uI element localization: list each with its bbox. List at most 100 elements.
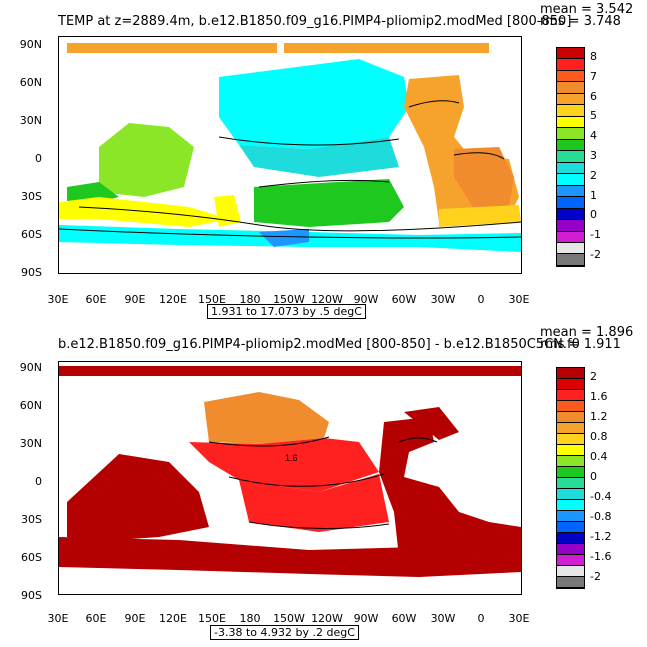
top-contour-range: 1.931 to 17.073 by .5 degC	[207, 304, 366, 319]
lon-label: 60W	[391, 612, 417, 625]
bottom-contour-range: -3.38 to 4.932 by .2 degC	[210, 625, 359, 640]
colorbar-swatch	[557, 368, 584, 379]
colorbar-swatch	[557, 139, 584, 152]
lon-label: 90E	[124, 612, 146, 625]
top-map-frame	[58, 36, 522, 274]
colorbar-swatch	[557, 456, 584, 467]
colorbar-swatch	[557, 577, 584, 588]
colorbar-swatch	[557, 489, 584, 500]
colorbar-swatch	[557, 162, 584, 175]
colorbar-label: 6	[590, 89, 597, 103]
lon-label: 30E	[508, 612, 530, 625]
colorbar-swatch	[557, 185, 584, 198]
colorbar-label: 4	[590, 129, 597, 143]
lat-label: 60S	[21, 551, 42, 564]
colorbar-swatch	[557, 412, 584, 423]
colorbar-label: 7	[590, 69, 597, 83]
bottom-rms-label: rms = 1.911	[540, 337, 621, 352]
colorbar-label: 0.8	[590, 430, 608, 443]
colorbar-swatch	[557, 82, 584, 94]
colorbar-swatch	[557, 555, 584, 566]
colorbar-swatch	[557, 401, 584, 412]
colorbar-swatch	[557, 254, 584, 266]
colorbar-swatch	[557, 208, 584, 221]
lon-label: 30E	[47, 612, 69, 625]
bottom-mean-label: mean = 1.896	[540, 325, 634, 340]
colorbar-swatch	[557, 566, 584, 577]
lon-label: 90W	[353, 293, 379, 306]
colorbar-label: -1.2	[590, 530, 612, 543]
colorbar-swatch	[557, 231, 584, 243]
lon-label: 120W	[311, 612, 343, 625]
top-mean-label: mean = 3.542	[540, 2, 634, 17]
lon-label: 150W	[273, 612, 305, 625]
colorbar-label: 1.2	[590, 410, 608, 423]
colorbar-label: 0	[590, 470, 597, 483]
lon-label: 60E	[85, 612, 107, 625]
lon-label: 120E	[159, 612, 187, 625]
lon-label: 90E	[124, 293, 146, 306]
lon-label: 30E	[47, 293, 69, 306]
lon-label: 150W	[273, 293, 305, 306]
colorbar-swatch	[557, 544, 584, 555]
colorbar-swatch	[557, 478, 584, 489]
lon-label: 30W	[430, 293, 456, 306]
colorbar-swatch	[557, 151, 584, 163]
colorbar-swatch	[557, 390, 584, 401]
colorbar-swatch	[557, 434, 584, 445]
lat-label: 30S	[21, 513, 42, 526]
bottom-map-field: 1.6	[59, 366, 521, 577]
colorbar-swatch	[557, 116, 584, 129]
colorbar-swatch	[557, 59, 584, 71]
colorbar-swatch	[557, 445, 584, 456]
lat-label: 30S	[21, 190, 42, 203]
colorbar-swatch	[557, 522, 584, 533]
colorbar-label: 0	[590, 208, 597, 222]
lon-label: 120E	[159, 293, 187, 306]
lat-label: 30N	[19, 437, 42, 450]
colorbar-swatch	[557, 533, 584, 544]
lon-label: 150E	[198, 293, 226, 306]
colorbar-swatch	[557, 48, 584, 60]
lat-label: 60S	[21, 228, 42, 241]
bottom-map-frame: 1.6	[58, 361, 522, 595]
top-map-panel: TEMP at z=2889.4m, b.e12.B1850.f09_g16.P…	[0, 0, 647, 323]
top-rms-label: rms = 3.748	[540, 14, 621, 29]
top-map-title: TEMP at z=2889.4m, b.e12.B1850.f09_g16.P…	[58, 14, 572, 29]
colorbar-swatch	[557, 242, 584, 255]
colorbar-label: 5	[590, 109, 597, 123]
colorbar-label: 8	[590, 49, 597, 63]
colorbar-swatch	[557, 105, 584, 117]
colorbar-label: 2	[590, 168, 597, 182]
lon-label: 60W	[391, 293, 417, 306]
colorbar-label: 2	[590, 370, 597, 383]
colorbar-label: 1	[590, 188, 597, 202]
colorbar-label: 3	[590, 149, 597, 162]
lon-label: 180	[239, 612, 261, 625]
colorbar-swatch	[557, 423, 584, 434]
colorbar-label: -0.8	[590, 510, 612, 523]
colorbar-label: -2	[590, 570, 601, 583]
colorbar-label: -1	[590, 228, 601, 242]
lon-label: 90W	[353, 612, 379, 625]
colorbar-label: -2	[590, 248, 601, 262]
colorbar-label: -0.4	[590, 490, 612, 503]
colorbar-swatch	[557, 174, 584, 186]
colorbar-swatch	[557, 379, 584, 390]
colorbar-swatch	[557, 511, 584, 522]
colorbar-swatch	[557, 220, 584, 232]
lat-label: 90N	[19, 38, 42, 51]
lon-label: 150E	[198, 612, 226, 625]
lat-label: 90S	[21, 589, 42, 602]
colorbar-label: 1.6	[590, 390, 608, 403]
bottom-contour-label: 1.6	[285, 453, 298, 463]
lon-label: 120W	[311, 293, 343, 306]
colorbar-swatch	[557, 128, 584, 140]
colorbar-swatch	[557, 93, 584, 106]
lat-label: 30N	[19, 114, 42, 127]
lon-label: 30W	[430, 612, 456, 625]
lon-label: 30E	[508, 293, 530, 306]
colorbar-swatch	[557, 467, 584, 478]
bottom-colorbar	[556, 367, 585, 589]
lat-label: 0	[35, 152, 42, 165]
